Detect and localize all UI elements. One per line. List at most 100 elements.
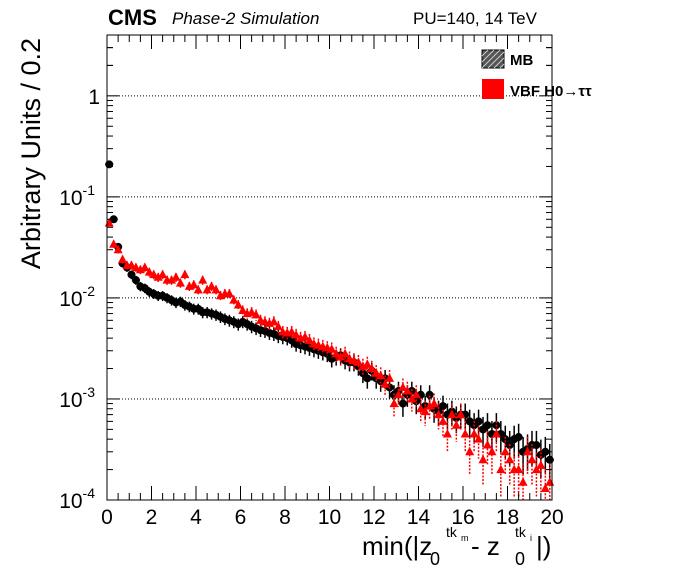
data-point [362, 359, 372, 368]
data-point [442, 428, 452, 438]
data-point [469, 428, 479, 438]
data-point [425, 390, 434, 399]
x-tick-label: 8 [279, 506, 291, 529]
data-point [376, 370, 386, 380]
data-point [171, 272, 181, 281]
data-point [175, 278, 185, 287]
x-tick-label: 0 [101, 506, 113, 529]
data-point [460, 428, 470, 438]
data-point [367, 363, 377, 373]
data-point [287, 326, 297, 336]
data-point [300, 332, 310, 341]
y-tick-label: 1 [88, 86, 100, 109]
data-point [229, 295, 239, 304]
legend-hatch-mb [481, 49, 505, 69]
data-point [483, 421, 492, 430]
y-tick-label: 10-4 [59, 485, 95, 513]
data-point [135, 264, 145, 274]
svg-text:|): |) [536, 531, 551, 561]
data-point [540, 483, 550, 492]
data-point [532, 441, 541, 450]
data-point [416, 403, 426, 413]
data-point [353, 357, 363, 366]
x-tick-label: 12 [362, 506, 385, 529]
axes: 10-410-310-210-110 2 4 6 8 10 12 14 16 18 20 [59, 34, 564, 529]
data-point [482, 440, 492, 449]
data-point [189, 279, 199, 289]
legend-entry-mb: MB [481, 49, 533, 69]
data-point [207, 281, 217, 290]
data-point [291, 329, 301, 339]
x-axis-label: min(|z 0 tk m - z 0 tk i |) [362, 524, 551, 569]
x-tick-label: 6 [235, 506, 247, 529]
data-point [149, 269, 159, 279]
data-point [153, 272, 163, 281]
data-point [269, 316, 279, 326]
x-tick-label: 14 [407, 506, 431, 529]
data-point [425, 401, 435, 410]
y-tick-label: 10-1 [59, 182, 95, 210]
series-mb [105, 160, 554, 485]
data-points [104, 160, 555, 500]
x-tick-label: 4 [190, 506, 202, 529]
data-point [420, 406, 430, 416]
data-point [211, 284, 221, 294]
data-point [233, 300, 243, 309]
data-point [180, 269, 190, 279]
data-point [456, 409, 466, 419]
x-tick-label: 18 [496, 506, 519, 529]
data-point [327, 344, 337, 353]
series-vbf [104, 218, 555, 500]
grid-lines [107, 95, 552, 400]
data-point [202, 284, 212, 294]
data-point [398, 382, 408, 391]
data-point [118, 254, 128, 263]
x-tick-label: 2 [146, 506, 158, 529]
data-point [113, 244, 123, 254]
data-point [438, 416, 448, 425]
data-point [429, 398, 439, 408]
data-point [273, 321, 283, 331]
svg-text:m: m [461, 533, 469, 543]
svg-text:0: 0 [430, 549, 440, 569]
y-tick-label: 10-2 [59, 283, 95, 311]
legend-swatch-vbf [482, 79, 504, 99]
data-point [514, 464, 524, 474]
data-point [363, 374, 372, 383]
data-point [545, 455, 554, 464]
data-point [501, 435, 510, 444]
svg-text:- z: - z [471, 531, 500, 561]
data-point [434, 409, 444, 419]
data-point [198, 275, 208, 284]
data-point [144, 267, 154, 276]
data-point [238, 305, 248, 315]
data-point [336, 352, 346, 361]
data-point [131, 262, 141, 271]
data-point [380, 379, 390, 388]
data-point [438, 402, 447, 411]
x-tick-label: 20 [540, 506, 563, 529]
data-point [402, 385, 412, 395]
legend-entry-vbf: VBF H0→ττ [482, 79, 592, 100]
data-point [393, 389, 403, 399]
data-point [389, 398, 399, 408]
data-point [371, 368, 381, 377]
x-tick-label: 10 [318, 506, 341, 529]
data-point [496, 464, 506, 474]
data-point [474, 417, 483, 426]
data-point [514, 433, 523, 442]
data-point [523, 446, 533, 456]
x-tick-label: 16 [451, 506, 474, 529]
svg-text:i: i [530, 533, 532, 543]
data-point [451, 420, 461, 429]
data-point [500, 446, 510, 456]
data-point [224, 288, 234, 298]
data-point [127, 270, 136, 279]
y-axis-label: Arbitrary Units / 0.2 [16, 38, 46, 269]
svg-text:tk: tk [515, 524, 527, 540]
data-point [304, 335, 314, 344]
data-point [465, 446, 475, 456]
data-point [474, 434, 484, 443]
svg-text:tk: tk [446, 524, 458, 540]
